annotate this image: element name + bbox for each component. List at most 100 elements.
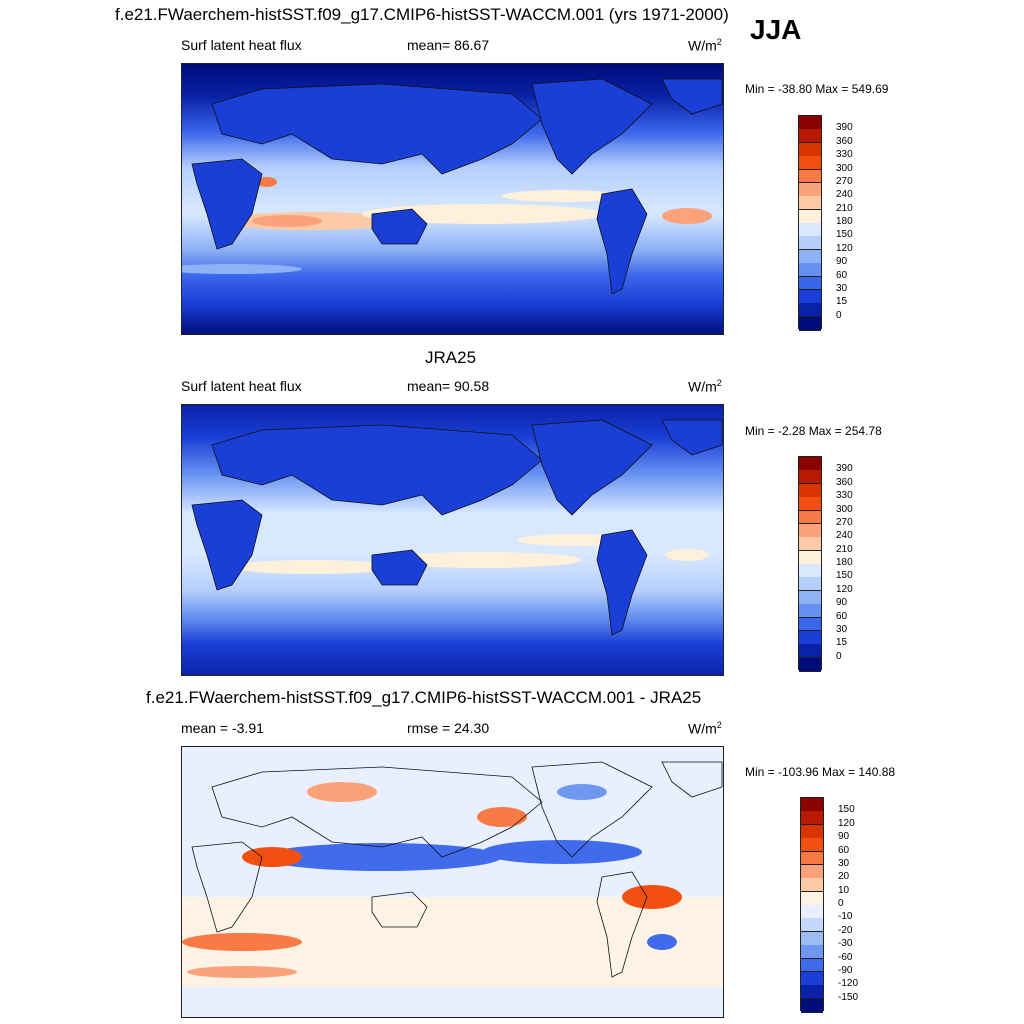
panel-2-title: JRA25: [425, 348, 477, 367]
colorbar-swatch: [801, 891, 823, 906]
colorbar-swatch: [801, 945, 823, 959]
colorbar-tick-label: 120: [836, 583, 853, 595]
panel-3-units: W/m2: [688, 720, 722, 737]
colorbar-swatch: [799, 457, 821, 471]
colorbar-tick-label: 120: [836, 242, 853, 254]
colorbar-swatch: [799, 276, 821, 291]
colorbar-swatch: [801, 905, 823, 919]
panel-2-minmax: Min = -2.28 Max = 254.78: [745, 424, 882, 438]
panel-3-minmax: Min = -103.96 Max = 140.88: [745, 765, 896, 779]
season-label: JJA: [750, 14, 802, 45]
colorbar-swatch: [799, 550, 821, 565]
panel-1-map: [181, 63, 724, 335]
colorbar-swatch: [799, 236, 821, 251]
colorbar-tick-label: 60: [836, 269, 848, 281]
panel-2-map-graphic: [182, 405, 723, 675]
colorbar-swatch: [799, 289, 821, 304]
colorbar-tick-label: -20: [838, 924, 853, 936]
colorbar-swatch: [799, 156, 821, 170]
colorbar-swatch: [801, 838, 823, 852]
colorbar-swatch: [799, 657, 821, 672]
colorbar-swatch: [799, 483, 821, 498]
colorbar-tick-label: -10: [838, 911, 853, 923]
colorbar-swatch: [799, 590, 821, 605]
colorbar-swatch: [801, 985, 823, 1000]
colorbar-tick-label: 0: [836, 650, 842, 662]
panel-1-variable-label: Surf latent heat flux: [181, 37, 302, 53]
colorbar-swatch: [801, 824, 823, 839]
colorbar-tick-label: 30: [836, 623, 848, 635]
colorbar-swatch: [801, 878, 823, 893]
colorbar-swatch: [799, 249, 821, 264]
colorbar-tick-label: 150: [836, 570, 853, 582]
panel-3-rmse-label: rmse = 24.30: [407, 720, 490, 736]
colorbar-tick-label: 120: [838, 817, 855, 829]
colorbar-tick-label: 390: [836, 463, 853, 475]
colorbar-swatch: [801, 798, 823, 812]
panel-2-variable-label: Surf latent heat flux: [181, 378, 302, 394]
colorbar-tick-label: -60: [838, 951, 853, 963]
colorbar-tick-label: 390: [836, 122, 853, 134]
panel-3-title: f.e21.FWaerchem-histSST.f09_g17.CMIP6-hi…: [146, 688, 702, 707]
colorbar-swatch: [799, 630, 821, 645]
colorbar-swatch: [799, 182, 821, 197]
colorbar-tick-label: 180: [836, 557, 853, 568]
colorbar-tick-label: 20: [838, 871, 850, 883]
colorbar-swatch: [799, 604, 821, 618]
colorbar-swatch: [799, 223, 821, 237]
colorbar-tick-label: 0: [838, 898, 844, 909]
colorbar-swatch: [801, 864, 823, 879]
colorbar-tick-label: 60: [836, 610, 848, 622]
colorbar-swatch: [799, 497, 821, 511]
colorbar-swatch: [799, 537, 821, 552]
colorbar-swatch: [799, 316, 821, 331]
colorbar-swatch: [801, 958, 823, 973]
colorbar-swatch: [801, 971, 823, 986]
colorbar-tick-label: 30: [838, 857, 850, 869]
colorbar-tick-label: 0: [836, 309, 842, 321]
colorbar-tick-label: -30: [838, 938, 853, 950]
colorbar-swatch: [799, 577, 821, 592]
panel-1-mean-label: mean= 86.67: [407, 37, 490, 53]
colorbar-tick-label: 60: [838, 844, 850, 856]
colorbar-swatch: [799, 617, 821, 632]
colorbar-tick-label: 90: [836, 256, 848, 268]
colorbar-swatch: [801, 851, 823, 866]
colorbar-swatch: [799, 510, 821, 525]
panel-1-minmax: Min = -38.80 Max = 549.69: [745, 82, 889, 96]
colorbar-tick-label: 150: [836, 229, 853, 241]
colorbar-swatch: [799, 523, 821, 538]
colorbar-tick-label: 30: [836, 282, 848, 294]
colorbar-tick-label: 360: [836, 135, 853, 147]
colorbar-tick-label: 330: [836, 490, 853, 502]
panel-2-units: W/m2: [688, 378, 722, 395]
colorbar-swatch: [799, 470, 821, 485]
colorbar-tick-label: 90: [838, 831, 850, 843]
colorbar-tick-label: 180: [836, 216, 853, 227]
colorbar-tick-label: 210: [836, 543, 853, 555]
colorbar-swatch: [799, 196, 821, 211]
colorbar-tick-label: -150: [838, 991, 859, 1003]
colorbar-swatch: [799, 209, 821, 224]
colorbar-swatch: [799, 142, 821, 157]
panel-1-map-graphic: [182, 64, 723, 334]
panel-3-map-graphic: [182, 747, 723, 1017]
colorbar-swatch: [799, 169, 821, 184]
panel-1-units: W/m2: [688, 37, 722, 54]
colorbar-tick-label: 270: [836, 516, 853, 528]
panel-3-mean-label: mean = -3.91: [181, 720, 264, 736]
colorbar-tick-label: 300: [836, 503, 853, 515]
colorbar-tick-label: 15: [836, 296, 848, 308]
colorbar-tick-label: 210: [836, 202, 853, 214]
colorbar-tick-label: 150: [838, 804, 855, 816]
colorbar-swatch: [801, 918, 823, 933]
colorbar-tick-label: 10: [838, 884, 850, 896]
colorbar-tick-label: 240: [836, 530, 853, 542]
colorbar-tick-label: 270: [836, 175, 853, 187]
colorbar-tick-label: 240: [836, 189, 853, 201]
colorbar-swatch: [799, 644, 821, 659]
colorbar-swatch: [799, 129, 821, 144]
colorbar-tick-label: 360: [836, 476, 853, 488]
colorbar-tick-label: 15: [836, 637, 848, 649]
colorbar-swatch: [799, 116, 821, 130]
